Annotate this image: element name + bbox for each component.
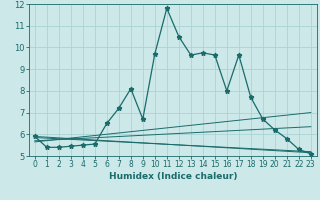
X-axis label: Humidex (Indice chaleur): Humidex (Indice chaleur) <box>108 172 237 181</box>
